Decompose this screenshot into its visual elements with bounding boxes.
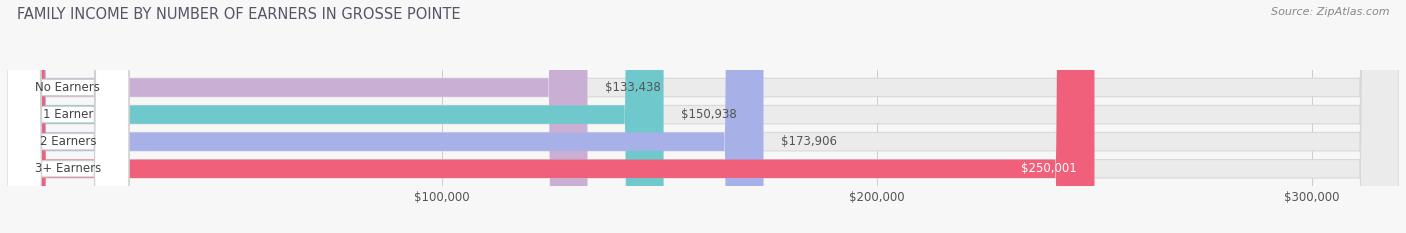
Text: No Earners: No Earners	[35, 81, 100, 94]
Text: $133,438: $133,438	[605, 81, 661, 94]
Text: Source: ZipAtlas.com: Source: ZipAtlas.com	[1271, 7, 1389, 17]
Text: 3+ Earners: 3+ Earners	[35, 162, 101, 175]
Text: 1 Earner: 1 Earner	[42, 108, 93, 121]
FancyBboxPatch shape	[7, 0, 129, 233]
FancyBboxPatch shape	[7, 0, 129, 233]
FancyBboxPatch shape	[7, 0, 1094, 233]
FancyBboxPatch shape	[7, 0, 664, 233]
FancyBboxPatch shape	[7, 0, 763, 233]
Text: 2 Earners: 2 Earners	[39, 135, 96, 148]
Text: FAMILY INCOME BY NUMBER OF EARNERS IN GROSSE POINTE: FAMILY INCOME BY NUMBER OF EARNERS IN GR…	[17, 7, 461, 22]
FancyBboxPatch shape	[7, 0, 1399, 233]
FancyBboxPatch shape	[7, 0, 1399, 233]
FancyBboxPatch shape	[7, 0, 588, 233]
Text: $250,001: $250,001	[1021, 162, 1077, 175]
Text: $150,938: $150,938	[681, 108, 737, 121]
FancyBboxPatch shape	[7, 0, 129, 233]
FancyBboxPatch shape	[7, 0, 1399, 233]
Text: $173,906: $173,906	[780, 135, 837, 148]
FancyBboxPatch shape	[7, 0, 129, 233]
FancyBboxPatch shape	[7, 0, 1399, 233]
